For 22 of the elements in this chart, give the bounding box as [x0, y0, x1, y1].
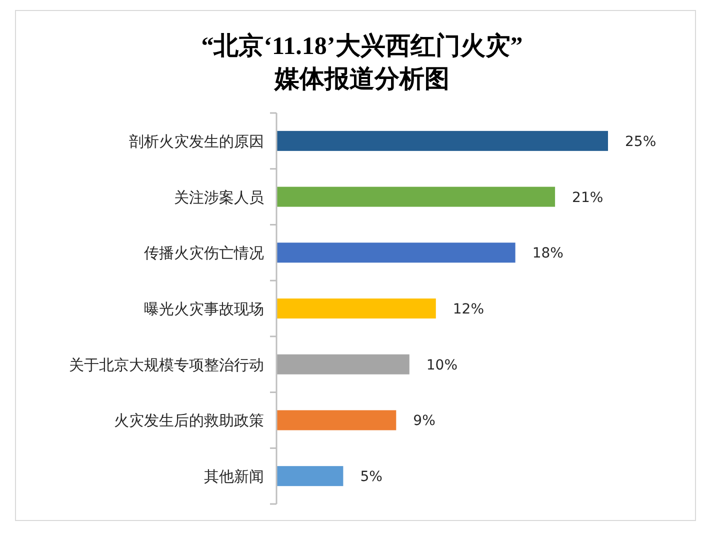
- bar: [277, 242, 516, 263]
- y-tick-label: 关于北京大规模专项整治行动: [69, 356, 264, 374]
- data-label: 5%: [360, 469, 382, 486]
- y-tick-label: 其他新闻: [204, 468, 264, 486]
- y-tick-label: 传播火灾伤亡情况: [144, 244, 264, 262]
- bar: [277, 354, 410, 374]
- data-label: 9%: [413, 413, 436, 430]
- data-label: 12%: [452, 302, 484, 318]
- data-label: 21%: [572, 190, 604, 206]
- data-label: 10%: [426, 357, 458, 374]
- y-tick-label: 曝光火灾事故现场: [144, 300, 264, 318]
- y-tick-label: 关注涉案人员: [174, 188, 264, 206]
- bar: [277, 410, 396, 430]
- data-label: 18%: [532, 246, 564, 262]
- bar: [277, 466, 344, 486]
- data-label: 25%: [625, 134, 656, 150]
- bar: [277, 130, 608, 151]
- bar: [277, 186, 556, 207]
- chart-title: “北京‘11.18’大兴西红门火灾” 媒体报道分析图: [201, 32, 523, 93]
- y-tick-label: 火灾发生后的救助政策: [114, 412, 264, 430]
- y-tick-label: 剖析火灾发生的原因: [129, 132, 264, 150]
- bar: [277, 298, 436, 318]
